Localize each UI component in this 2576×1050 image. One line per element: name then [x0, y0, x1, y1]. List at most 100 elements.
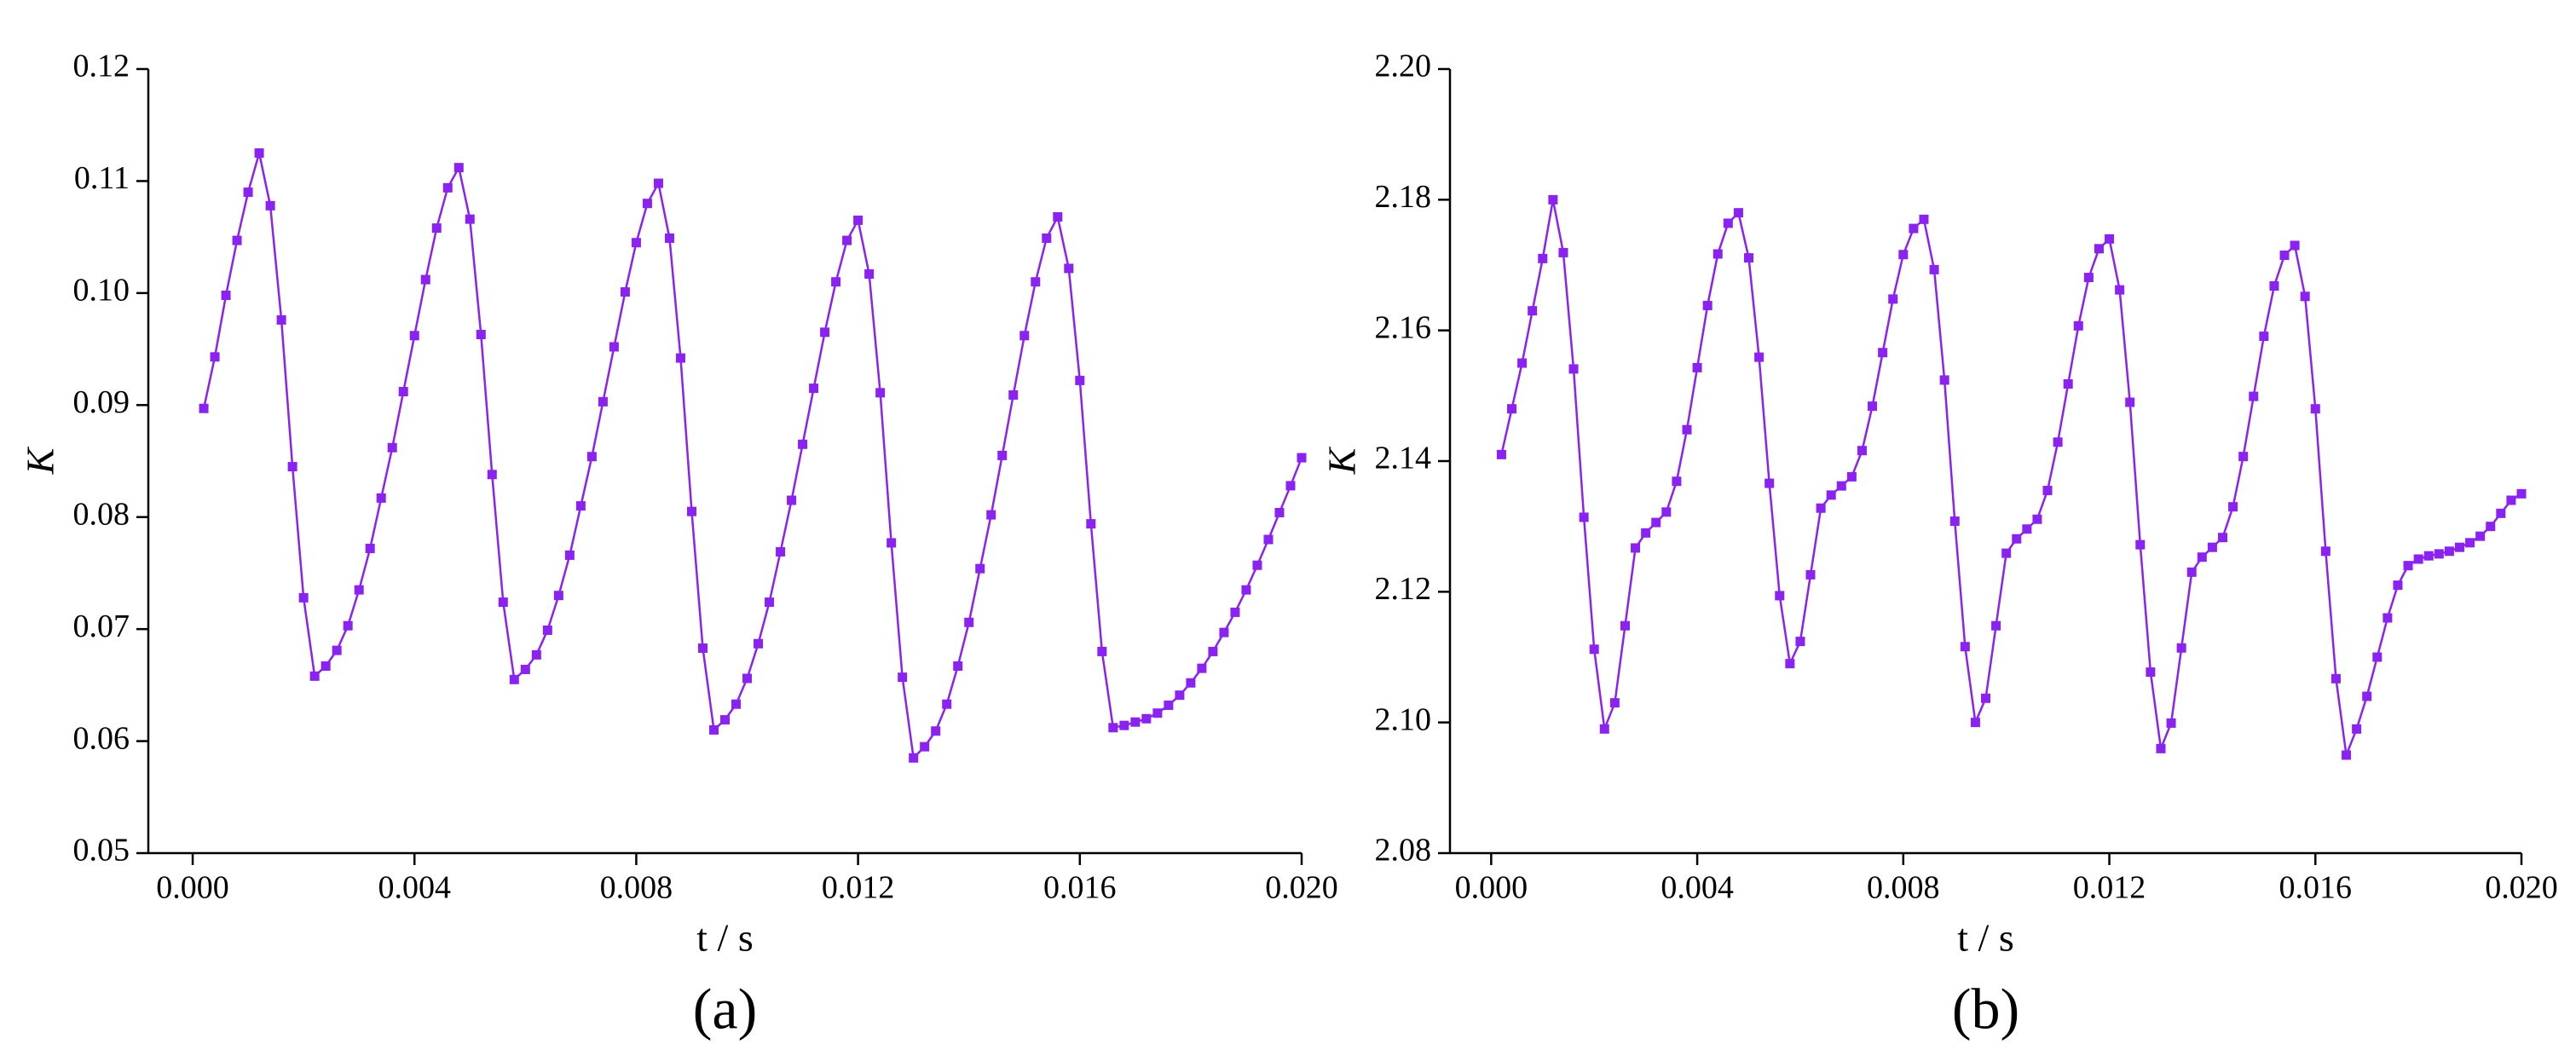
- data-point: [476, 329, 486, 339]
- x-tick-label: 0.012: [822, 870, 895, 906]
- data-point: [708, 724, 719, 735]
- y-tick-label: 0.08: [73, 496, 130, 532]
- data-point: [1970, 718, 1980, 728]
- data-point: [1754, 352, 1765, 362]
- x-axis-label: t / s: [1957, 916, 2013, 960]
- data-point: [2238, 452, 2249, 462]
- data-point: [2279, 251, 2290, 260]
- y-tick-label: 0.10: [73, 273, 130, 309]
- data-point: [1252, 560, 1262, 570]
- data-point: [1097, 646, 1107, 656]
- y-tick-label: 2.12: [1375, 571, 1432, 607]
- data-point: [2269, 281, 2279, 291]
- data-point: [620, 287, 630, 297]
- data-point: [2207, 542, 2217, 552]
- data-point: [232, 235, 242, 245]
- data-point: [2166, 718, 2176, 728]
- data-point: [975, 563, 985, 574]
- data-point: [1108, 723, 1118, 733]
- data-point: [1661, 507, 1672, 517]
- data-point: [2300, 291, 2310, 302]
- data-point: [2186, 567, 2197, 577]
- data-point: [1888, 294, 1898, 304]
- data-point: [2434, 549, 2444, 559]
- data-point: [1909, 223, 1919, 234]
- data-point: [1064, 263, 1074, 274]
- x-tick-label: 0.020: [1265, 870, 1338, 906]
- data-point: [1086, 519, 1096, 529]
- data-point: [686, 506, 696, 516]
- y-tick-label: 2.10: [1375, 701, 1432, 737]
- data-point: [553, 591, 563, 601]
- data-point: [1878, 348, 1888, 358]
- data-point: [920, 741, 930, 752]
- data-point: [287, 462, 297, 472]
- data-point: [697, 643, 708, 653]
- data-point: [2259, 332, 2269, 342]
- data-point: [1981, 693, 1990, 703]
- data-point: [376, 493, 386, 503]
- y-tick-label: 2.20: [1375, 49, 1432, 84]
- data-point: [809, 384, 819, 394]
- data-point: [1898, 250, 1909, 260]
- data-point: [487, 470, 497, 480]
- x-tick-label: 0.020: [2485, 870, 2558, 906]
- data-point: [2383, 613, 2393, 623]
- data-point: [1008, 389, 1019, 400]
- data-point: [332, 645, 342, 655]
- data-point: [1836, 481, 1846, 491]
- data-point: [2413, 554, 2423, 564]
- data-point: [664, 233, 674, 243]
- data-point: [1826, 490, 1836, 500]
- data-point: [2135, 539, 2146, 550]
- data-point: [1568, 364, 1579, 374]
- data-point: [1496, 449, 1506, 459]
- data-point: [1263, 534, 1274, 545]
- data-point: [387, 442, 397, 453]
- data-point: [2496, 508, 2506, 518]
- y-tick-label: 2.16: [1375, 309, 1432, 345]
- data-point: [1919, 214, 1929, 224]
- data-point: [1857, 446, 1867, 456]
- data-point: [2228, 502, 2238, 512]
- data-point: [898, 672, 908, 683]
- data-point: [2176, 643, 2186, 653]
- x-tick-label: 0.000: [156, 870, 229, 906]
- data-point: [631, 238, 641, 248]
- data-point: [586, 452, 597, 462]
- data-point: [354, 585, 364, 595]
- data-point: [1805, 569, 1816, 580]
- data-point: [409, 331, 419, 341]
- data-point: [1175, 690, 1185, 701]
- data-point: [442, 182, 453, 193]
- data-point: [2094, 244, 2104, 254]
- data-point: [2372, 652, 2383, 662]
- data-point: [931, 726, 941, 736]
- y-axis-label: K: [1320, 446, 1364, 475]
- data-point: [742, 673, 753, 684]
- data-point: [2310, 404, 2320, 414]
- x-tick-label: 0.016: [1043, 870, 1117, 906]
- data-point: [1816, 503, 1826, 513]
- data-point: [2156, 743, 2166, 753]
- data-point: [1744, 253, 1754, 263]
- data-point: [1795, 637, 1805, 647]
- x-tick-label: 0.008: [1867, 870, 1940, 906]
- data-point: [1609, 698, 1620, 708]
- data-point: [1558, 247, 1568, 257]
- y-tick-label: 0.09: [73, 384, 130, 420]
- data-point: [2352, 724, 2362, 734]
- data-point: [1692, 362, 1702, 372]
- data-point: [776, 546, 786, 557]
- data-point: [453, 163, 464, 173]
- data-point: [964, 617, 974, 627]
- y-tick-label: 2.14: [1375, 441, 1432, 476]
- data-point: [1579, 512, 1589, 522]
- data-point: [997, 450, 1008, 460]
- data-point: [1641, 528, 1651, 538]
- data-point: [1723, 218, 1733, 228]
- data-point: [1075, 375, 1085, 385]
- data-point: [1991, 620, 2001, 631]
- x-tick-label: 0.000: [1455, 870, 1528, 906]
